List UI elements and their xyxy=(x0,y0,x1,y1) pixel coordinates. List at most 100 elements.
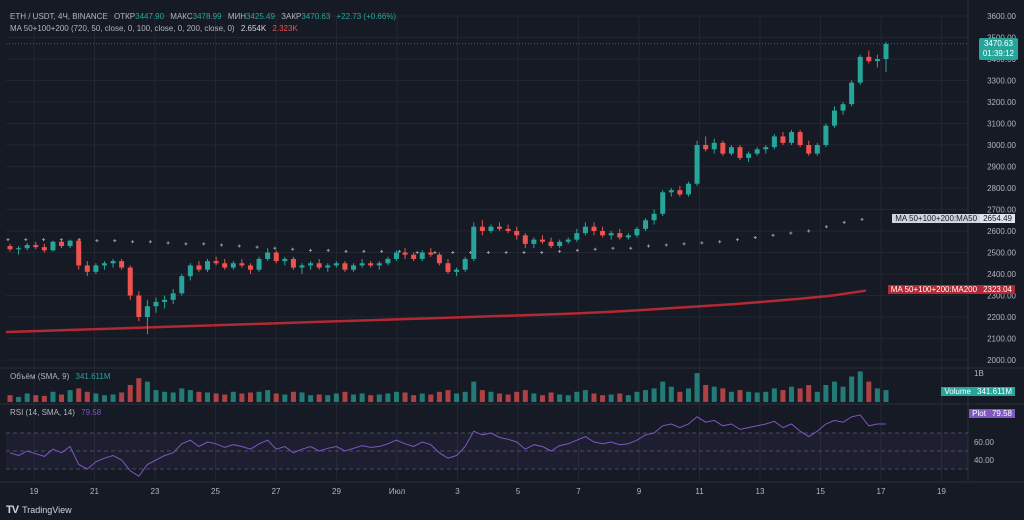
time-tick-label: 9 xyxy=(637,487,642,496)
candle-body xyxy=(368,263,374,266)
ma50-marker xyxy=(718,240,722,244)
candles xyxy=(6,42,968,335)
candle-body xyxy=(110,261,116,264)
ma50-marker xyxy=(220,243,223,247)
candle-body xyxy=(763,147,769,150)
candle-body xyxy=(522,235,528,244)
volume-bar xyxy=(445,390,451,402)
volume-bar xyxy=(660,381,666,402)
price-tick-label: 2000.00 xyxy=(987,356,1016,365)
volume-bar xyxy=(428,394,434,402)
candle-body xyxy=(574,233,580,240)
candle-body xyxy=(325,265,331,268)
candle-body xyxy=(857,56,863,83)
volume-bar xyxy=(393,391,399,402)
close-value: 3470.63 xyxy=(301,12,331,21)
volume-bar xyxy=(505,394,511,402)
candle-body xyxy=(703,145,709,150)
close-label: ЗАКР xyxy=(281,12,302,21)
high-value: 3478.99 xyxy=(192,12,222,21)
candle-body xyxy=(548,241,554,247)
ma50-marker xyxy=(237,244,241,248)
ma50-tag: MA 50+100+200:MA50 2654.49 xyxy=(889,213,1018,224)
price-tick-label: 3300.00 xyxy=(987,77,1016,86)
high-label: МАКС xyxy=(170,12,193,21)
ma200-tag-label: MA 50+100+200:MA200 xyxy=(887,285,981,294)
candle-body xyxy=(711,142,717,150)
symbol-title[interactable]: ETH / USDT, 4Ч, BINANCE xyxy=(10,12,108,21)
ma50-marker xyxy=(326,248,330,252)
time-tick-label: 21 xyxy=(90,487,99,496)
candle-body xyxy=(282,258,288,262)
volume-legend[interactable]: Объём (SMA, 9) 341.611M xyxy=(10,372,115,382)
volume-bar xyxy=(290,391,296,402)
volume-bar xyxy=(840,386,846,402)
candle-body xyxy=(823,125,829,145)
candle-body xyxy=(402,252,408,255)
candle-body xyxy=(677,190,683,195)
volume-bar xyxy=(677,391,683,402)
time-tick-label: 23 xyxy=(151,487,160,496)
ma50-marker xyxy=(362,249,366,253)
candle-body xyxy=(230,263,236,268)
footer-brand[interactable]: TV TradingView xyxy=(6,504,72,516)
candle-body xyxy=(600,231,606,236)
volume-bar xyxy=(694,373,700,402)
ma200-line xyxy=(5,289,867,334)
tradingview-logo-icon: TV xyxy=(6,504,19,516)
volume-bar xyxy=(110,394,116,402)
ma-legend[interactable]: MA 50+100+200 (720, 50, close, 0, 100, c… xyxy=(10,24,302,34)
volume-bar xyxy=(162,391,168,402)
candle-body xyxy=(488,226,494,231)
open-label: ОТКР xyxy=(114,12,136,21)
volume-bar xyxy=(436,391,442,402)
volume-bar xyxy=(582,390,588,402)
ma50-marker xyxy=(575,248,579,252)
rsi-legend[interactable]: RSI (14, SMA, 14) 79.58 xyxy=(10,408,105,418)
candle-body xyxy=(153,301,159,307)
time-tick-label: 25 xyxy=(211,487,220,496)
volume-bar xyxy=(7,395,13,402)
price-tick-label: 2300.00 xyxy=(987,292,1016,301)
price-tick-label: 2200.00 xyxy=(987,313,1016,322)
volume-bar xyxy=(711,386,717,402)
candle-body xyxy=(634,228,640,236)
candle-body xyxy=(256,258,262,270)
volume-bar xyxy=(746,391,752,402)
candle-body xyxy=(771,136,777,148)
volume-bar xyxy=(617,393,623,402)
volume-bar xyxy=(179,388,185,402)
price-tick-label: 2600.00 xyxy=(987,227,1016,236)
candle-body xyxy=(591,226,597,231)
candle-body xyxy=(342,263,348,270)
candle-body xyxy=(273,252,279,262)
ma50-marker xyxy=(629,246,633,250)
time-axis[interactable]: 19 21 23 25 27 29 Июл 3 5 7 9 11 13 15 17 19 xyxy=(30,487,947,496)
candle-body xyxy=(84,265,90,272)
ma-legend-v1: 2.654K xyxy=(240,24,267,33)
volume-bar xyxy=(634,391,640,402)
ma50-marker xyxy=(42,238,46,242)
candle-body xyxy=(24,244,30,249)
candle-body xyxy=(265,252,271,259)
ma50-marker xyxy=(380,249,384,253)
time-tick-label: 13 xyxy=(756,487,765,496)
candle-body xyxy=(746,153,752,158)
volume-bar xyxy=(574,391,580,402)
candle-body xyxy=(608,233,614,236)
price-tick-label: 2500.00 xyxy=(987,249,1016,258)
change-value: +22.73 (+0.66%) xyxy=(336,12,397,21)
volume-bar xyxy=(402,392,408,402)
ma50-marker xyxy=(700,241,704,245)
time-tick-label: 15 xyxy=(816,487,825,496)
ma-legend-label: MA 50+100+200 (720, 50, close, 0, 100, c… xyxy=(10,24,235,33)
volume-bar xyxy=(41,395,47,402)
volume-legend-label: Объём (SMA, 9) xyxy=(10,372,70,381)
candle-body xyxy=(720,142,726,154)
rsi-tick-label: 60.00 xyxy=(974,438,995,447)
price-tick-label: 3000.00 xyxy=(987,141,1016,150)
ma50-marker xyxy=(308,248,312,252)
volume-bar xyxy=(376,394,382,402)
ma50-marker xyxy=(24,238,28,242)
